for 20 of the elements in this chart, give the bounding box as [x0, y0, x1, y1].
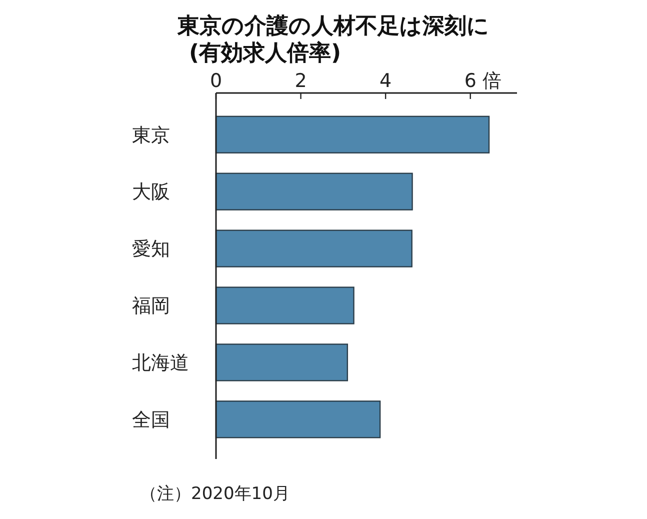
bar — [215, 286, 354, 324]
x-tick-label: 2 — [294, 70, 307, 92]
x-tick-label: 6 — [464, 70, 476, 92]
bar — [215, 400, 381, 438]
chart-subtitle: (有効求人倍率) — [188, 40, 342, 66]
y-tick-label: 全国 — [132, 409, 170, 432]
y-tick-label: 東京 — [132, 124, 170, 146]
text: （注）2020年10月 — [140, 484, 290, 504]
bar — [215, 172, 413, 210]
x-tick-label: 0 — [210, 70, 222, 92]
x-tick-label: 4 — [380, 70, 392, 92]
bar — [215, 230, 412, 268]
y-tick-label: 北海道 — [132, 352, 189, 374]
y-tick-label: 愛知 — [132, 238, 170, 260]
y-tick-label: 大阪 — [132, 181, 170, 204]
bar — [215, 344, 348, 382]
chart-title: 東京の介護の人材不足は深刻に — [176, 13, 490, 39]
bar — [215, 116, 490, 154]
y-tick-label: 福岡 — [132, 295, 170, 318]
x-axis-title: 倍 — [482, 70, 502, 92]
